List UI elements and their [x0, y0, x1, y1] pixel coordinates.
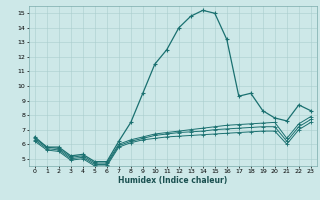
X-axis label: Humidex (Indice chaleur): Humidex (Indice chaleur): [118, 176, 228, 185]
